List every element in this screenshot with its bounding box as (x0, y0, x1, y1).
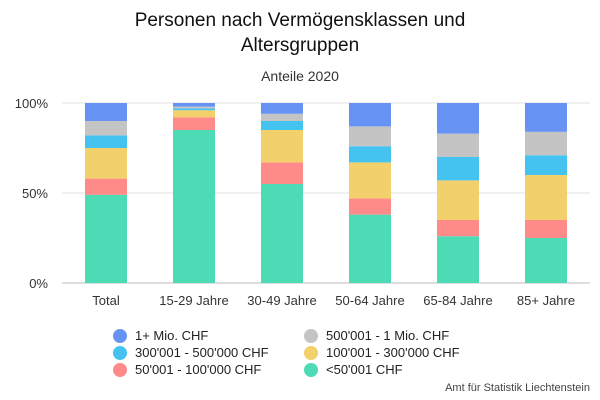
x-tick-label: 85+ Jahre (517, 293, 575, 308)
bar-segment (525, 131, 567, 156)
x-tick-label: 65-84 Jahre (423, 293, 492, 308)
bar-segment (261, 113, 303, 121)
y-tick-label: 50% (22, 186, 48, 201)
bar-segment (525, 220, 567, 238)
bar-segment (173, 108, 215, 111)
legend-item: 100'001 - 300'000 CHF (304, 345, 460, 360)
bar-segment (85, 103, 127, 121)
bar-segment (437, 220, 479, 237)
bar-segment (349, 146, 391, 163)
bar-segment (173, 103, 215, 107)
x-tick-label: 15-29 Jahre (159, 293, 228, 308)
source-note: Amt für Statistik Liechtenstein (445, 382, 590, 394)
bar-segment (349, 126, 391, 147)
bar-segment (85, 148, 127, 179)
legend-marker (304, 328, 318, 343)
bar-segment (173, 106, 215, 109)
bar-segment (173, 110, 215, 118)
bar-segment (437, 157, 479, 181)
x-tick-label: Total (92, 293, 120, 308)
x-tick-label: 30-49 Jahre (247, 293, 316, 308)
legend-item: 500'001 - 1 Mio. CHF (304, 328, 449, 343)
legend-marker (113, 328, 127, 343)
bar-segment (261, 130, 303, 163)
legend-label: 50'001 - 100'000 CHF (135, 362, 262, 377)
bar-segment (525, 175, 567, 220)
bar-segment (85, 194, 127, 283)
bar-segment (437, 133, 479, 157)
legend-item: 50'001 - 100'000 CHF (113, 362, 261, 377)
legend-label: 500'001 - 1 Mio. CHF (326, 328, 450, 343)
legend-item: 300'001 - 500'000 CHF (113, 345, 269, 360)
bar-segment (525, 103, 567, 132)
bar-segment (437, 103, 479, 134)
bar-segment (261, 162, 303, 184)
chart-title-line-2: Altersgruppen (240, 35, 360, 56)
legend-label: 100'001 - 300'000 CHF (326, 345, 460, 360)
chart-title: Personen nach Vermögensklassen und Alter… (0, 8, 600, 58)
legend-marker (304, 362, 318, 377)
y-tick-label: 100% (15, 96, 49, 111)
chart-title-line-1: Personen nach Vermögensklassen und (134, 10, 466, 31)
bar-segment (437, 236, 479, 283)
legend-label: 1+ Mio. CHF (135, 328, 209, 343)
legend-item: 1+ Mio. CHF (113, 328, 208, 343)
bar-segment (261, 184, 303, 283)
legend-marker (304, 345, 318, 360)
chart-subtitle: Anteile 2020 (261, 68, 339, 84)
bar-segment (349, 214, 391, 283)
legend-label: <50'001 CHF (326, 362, 403, 377)
bar-segment (349, 198, 391, 215)
bar-segment (525, 238, 567, 283)
bar-segment (261, 103, 303, 114)
bar-segment (261, 121, 303, 130)
bar-segment (85, 121, 127, 136)
bar-segment (525, 155, 567, 175)
bar-segment (85, 178, 127, 195)
bar-segment (85, 135, 127, 148)
bar-segment (437, 180, 479, 220)
bar-segment (349, 103, 391, 127)
bar-segment (173, 117, 215, 130)
legend-marker (113, 362, 127, 377)
x-tick-label: 50-64 Jahre (335, 293, 404, 308)
legend-item: <50'001 CHF (304, 362, 403, 377)
legend-marker (113, 345, 127, 360)
legend-label: 300'001 - 500'000 CHF (135, 345, 269, 360)
y-tick-label: 0% (29, 276, 48, 291)
bar-segment (173, 130, 215, 283)
bar-segment (349, 162, 391, 199)
